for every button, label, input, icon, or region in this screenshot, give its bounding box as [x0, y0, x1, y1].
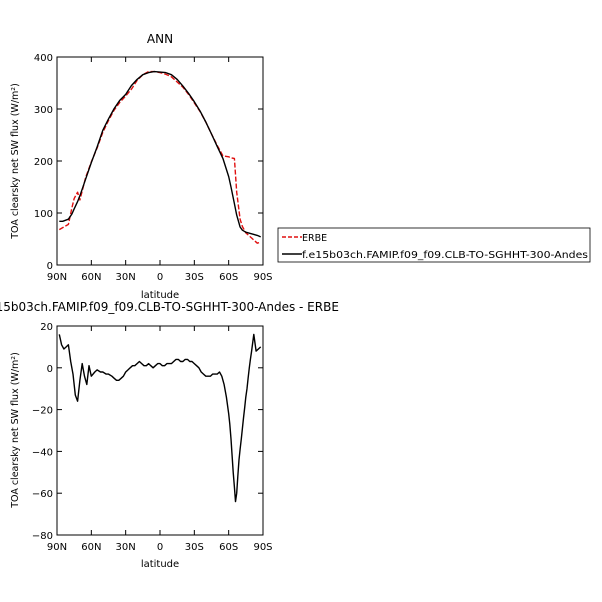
top-series-line-1 — [59, 70, 261, 238]
bottom-y-tick-label: −40 — [32, 447, 53, 458]
bottom-y-tick-label: −20 — [32, 406, 53, 417]
legend: ERBE f.e15b03ch.FAMIP.f09_f09.CLB-TO-SGH… — [277, 227, 591, 263]
top-series-line-0 — [58, 70, 261, 244]
top-axis-ticks: 90N 60N 30N 0 30S 60S 90S 0 100 200 300 400 — [34, 53, 273, 283]
bottom-x-tick-label: 60S — [219, 542, 238, 553]
bottom-x-tick-label: 90S — [253, 542, 272, 553]
bottom-y-tick-label: 20 — [40, 322, 53, 333]
top-chart-title: ANN — [147, 32, 173, 46]
legend-label-erbe: ERBE — [302, 233, 327, 244]
legend-box — [277, 227, 591, 263]
top-x-axis-label: latitude — [141, 290, 179, 301]
bottom-axis-ticks: 90N 60N 30N 0 30S 60S 90S −80 −60 −40 −20 0 20 — [32, 322, 273, 553]
bottom-y-axis-label: TOA clearsky net SW flux (W/m²) — [10, 352, 21, 509]
top-series-group — [58, 70, 261, 244]
top-y-tick-label: 100 — [34, 209, 53, 220]
top-x-tick-label: 90S — [253, 272, 272, 283]
bottom-x-tick-label: 60N — [81, 542, 101, 553]
top-x-tick-label: 30N — [116, 272, 136, 283]
bottom-plot-frame — [56, 325, 264, 536]
top-panel: ANN 90N 60N 30N 0 30S 60S 90S 0 100 200 300 400 lat… — [10, 32, 273, 301]
top-x-tick-label: 30S — [185, 272, 204, 283]
top-y-axis-label: TOA clearsky net SW flux (W/m²) — [10, 83, 21, 240]
top-y-tick-label: 200 — [34, 157, 53, 168]
top-x-tick-label: 90N — [47, 272, 67, 283]
top-x-tick-label: 60S — [219, 272, 238, 283]
bottom-panel: f.e15b03ch.FAMIP.f09_f09.CLB-TO-SGHHT-30… — [0, 300, 339, 570]
top-y-tick-label: 0 — [47, 261, 53, 272]
top-x-tick-label: 0 — [157, 272, 163, 283]
bottom-series-line-0 — [58, 333, 262, 503]
bottom-series-group — [58, 333, 262, 503]
bottom-y-tick-label: −60 — [32, 489, 53, 500]
bottom-y-tick-label: 0 — [47, 364, 53, 375]
bottom-x-tick-label: 0 — [157, 542, 163, 553]
legend-label-model: f.e15b03ch.FAMIP.f09_f09.CLB-TO-SGHHT-30… — [302, 250, 588, 261]
bottom-chart-title: f.e15b03ch.FAMIP.f09_f09.CLB-TO-SGHHT-30… — [0, 300, 339, 314]
bottom-x-axis-label: latitude — [141, 559, 179, 570]
bottom-x-tick-label: 90N — [47, 542, 67, 553]
top-y-tick-label: 300 — [34, 105, 53, 116]
top-x-tick-label: 60N — [81, 272, 101, 283]
bottom-x-tick-label: 30N — [116, 542, 136, 553]
bottom-x-tick-label: 30S — [185, 542, 204, 553]
bottom-y-tick-label: −80 — [32, 531, 53, 542]
top-y-tick-label: 400 — [34, 53, 53, 64]
top-plot-frame — [56, 56, 264, 266]
